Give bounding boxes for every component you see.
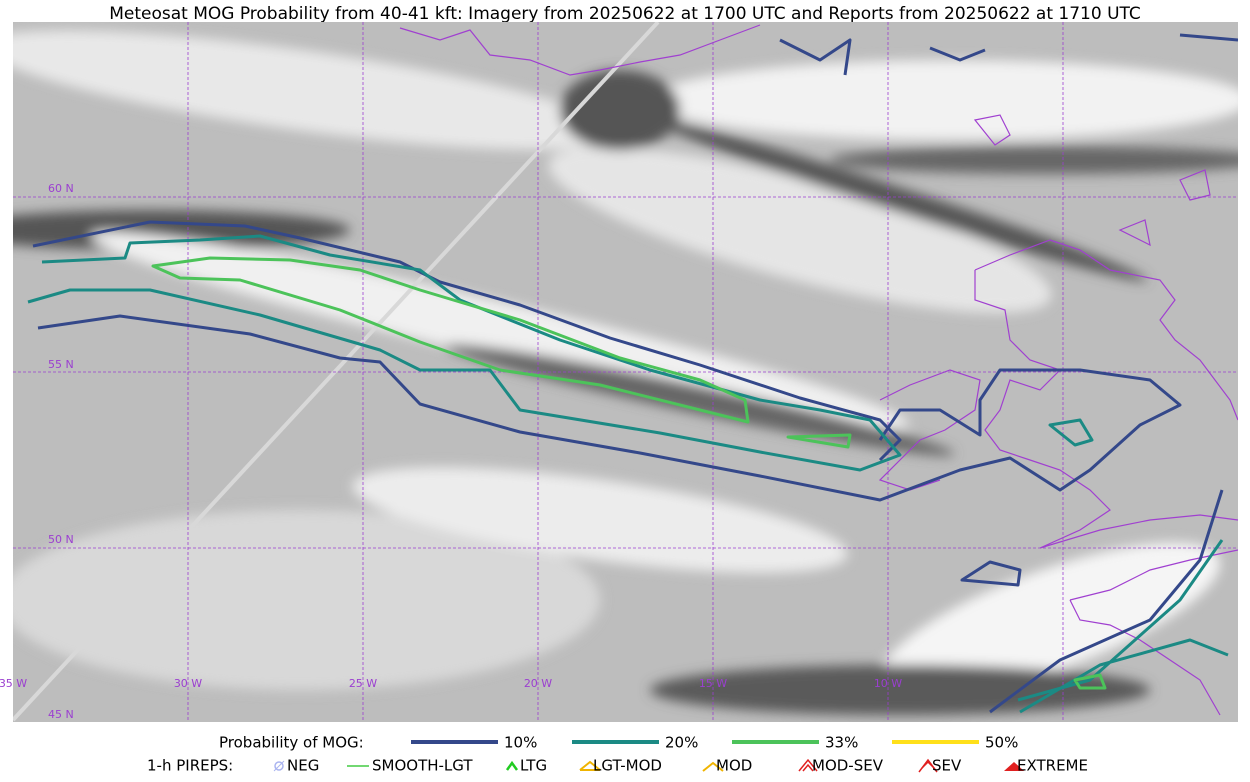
legend-item: SMOOTH-LGT <box>372 757 473 775</box>
lon-label: 30 W <box>174 677 202 690</box>
title: Meteosat MOG Probability from 40-41 kft:… <box>109 4 1141 24</box>
legend-item: EXTREME <box>1017 757 1088 775</box>
pirep-icon <box>918 758 938 773</box>
pirep-icon <box>1004 762 1024 771</box>
lon-label: 20 W <box>524 677 552 690</box>
legend-item: LGT-MOD <box>593 757 662 775</box>
legend-item: 33% <box>825 734 858 752</box>
lon-label: 10 W <box>874 677 902 690</box>
map <box>13 22 1238 722</box>
pirep-symbol <box>505 760 519 771</box>
lon-label: 25 W <box>349 677 377 690</box>
legend-item: SEV <box>932 757 962 775</box>
pirep-symbol <box>802 763 814 772</box>
lat-label: 50 N <box>48 533 74 546</box>
lat-label: 45 N <box>48 708 74 721</box>
pirep-symbol <box>798 758 818 772</box>
contours <box>27 33 1238 714</box>
grid <box>13 22 1238 722</box>
pirep-symbol <box>1004 762 1024 771</box>
legend-label: Probability of MOG: <box>219 734 364 752</box>
lat-label: 55 N <box>48 358 74 371</box>
legend-item: NEG <box>287 757 319 775</box>
imagery <box>13 30 1238 715</box>
lon-label: 15 W <box>699 677 727 690</box>
pirep-symbol <box>579 760 601 771</box>
pirep-icon <box>798 758 818 772</box>
lon-label: 35 W <box>0 677 27 690</box>
legend-item: 20% <box>665 734 698 752</box>
pirep-icon <box>579 760 601 771</box>
legend-item: 50% <box>985 734 1018 752</box>
legend-label: 1-h PIREPS: <box>147 757 233 775</box>
lat-label: 60 N <box>48 182 74 195</box>
pirep-icon <box>505 760 519 771</box>
pirep-icon <box>273 760 285 772</box>
legend-item: MOD <box>716 757 752 775</box>
legend-item: 10% <box>504 734 537 752</box>
pirep-symbol <box>274 761 284 771</box>
pirep-symbol <box>921 760 935 769</box>
pirep-icon <box>702 761 724 772</box>
pirep-symbol <box>702 761 724 772</box>
pirep-symbol <box>273 760 285 772</box>
legend-item: LTG <box>520 757 547 775</box>
legend-item: MOD-SEV <box>812 757 884 775</box>
